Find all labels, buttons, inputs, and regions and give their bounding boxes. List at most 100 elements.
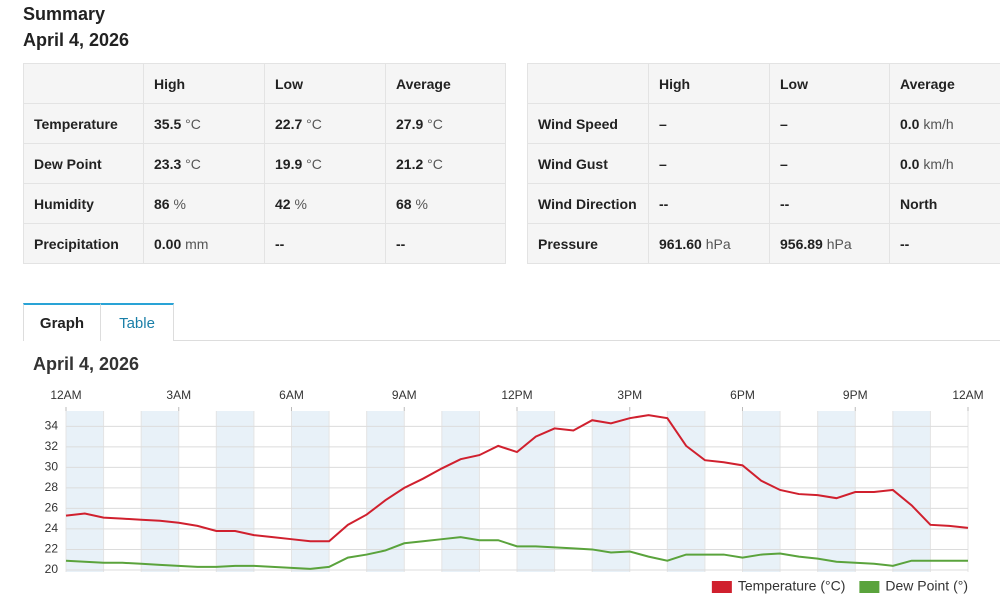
- cell-value: –: [780, 156, 788, 172]
- y-tick-label: 34: [45, 419, 59, 433]
- shade-band: [441, 411, 480, 572]
- cell-value: --: [659, 196, 669, 212]
- table-cell: 23.3 °C: [144, 144, 265, 184]
- column-header: Low: [770, 64, 890, 104]
- cell-value: 21.2: [396, 156, 424, 172]
- cell-value: 0.00: [154, 236, 182, 252]
- tab-rule: [174, 340, 1000, 341]
- cell-value: –: [659, 116, 667, 132]
- row-label: Wind Direction: [528, 184, 649, 224]
- table-cell: –: [649, 144, 770, 184]
- x-tick-label: 9PM: [843, 388, 868, 402]
- cell-value: North: [900, 196, 938, 212]
- cell-value: 86: [154, 196, 170, 212]
- shade-band: [291, 411, 330, 572]
- cell-unit: °C: [427, 156, 443, 172]
- cell-value: 0.0: [900, 116, 920, 132]
- header-cell: [528, 64, 649, 104]
- chart-title: April 4, 2026: [33, 354, 139, 374]
- table-cell: --: [265, 224, 386, 264]
- y-tick-label: 30: [45, 460, 59, 474]
- tab-table[interactable]: Table: [101, 303, 174, 341]
- cell-unit: °C: [185, 116, 201, 132]
- y-tick-label: 26: [45, 501, 59, 515]
- y-tick-label: 24: [45, 521, 59, 535]
- x-tick-label: 3AM: [166, 388, 191, 402]
- y-tick-label: 28: [45, 480, 59, 494]
- column-header: High: [144, 64, 265, 104]
- cell-unit: %: [415, 196, 428, 212]
- table-cell: --: [649, 184, 770, 224]
- table-cell: 22.7 °C: [265, 104, 386, 144]
- cell-value: –: [659, 156, 667, 172]
- cell-unit: %: [294, 196, 307, 212]
- cell-value: 35.5: [154, 116, 182, 132]
- summary-table: High Low Average Temperature 35.5 °C 22.7 °C 2…: [23, 63, 506, 264]
- x-tick-label: 12AM: [952, 388, 983, 402]
- shade-band: [742, 411, 781, 572]
- table-cell: 68 %: [386, 184, 506, 224]
- y-tick-label: 20: [45, 562, 59, 576]
- cell-unit: °C: [306, 156, 322, 172]
- cell-unit: °C: [427, 116, 443, 132]
- cell-unit: km/h: [923, 156, 954, 172]
- cell-value: 956.89: [780, 236, 823, 252]
- cell-unit: %: [173, 196, 186, 212]
- table-cell: 42 %: [265, 184, 386, 224]
- series-line: [65, 536, 968, 570]
- header-cell: [24, 64, 144, 104]
- table-cell: --: [770, 184, 890, 224]
- column-header: High: [649, 64, 770, 104]
- legend-label: Dew Point (°): [885, 578, 968, 594]
- cell-value: --: [275, 236, 285, 252]
- table-cell: 0.0 km/h: [890, 104, 1000, 144]
- table-cell: --: [890, 224, 1000, 264]
- table-cell: 21.2 °C: [386, 144, 506, 184]
- row-label: Precipitation: [24, 224, 144, 264]
- legend-label: Temperature (°C): [738, 578, 846, 594]
- table-cell: 35.5 °C: [144, 104, 265, 144]
- summary-table: High Low Average Wind Speed – –0.0 km/h Wind G…: [527, 63, 1000, 264]
- row-label: Dew Point: [24, 144, 144, 184]
- row-label: Wind Speed: [528, 104, 649, 144]
- x-tick-label: 6AM: [279, 388, 304, 402]
- y-tick-label: 22: [45, 542, 59, 556]
- cell-value: 27.9: [396, 116, 424, 132]
- chart: April 4, 2026 20 22 24 26 28 30 32 34 12AM 3AM 6AM…: [33, 354, 984, 594]
- column-header: Average: [386, 64, 506, 104]
- shade-band: [817, 411, 856, 572]
- tab-graph[interactable]: Graph: [23, 303, 101, 341]
- table-cell: North: [890, 184, 1000, 224]
- legend-swatch: [711, 581, 732, 593]
- table-cell: 27.9 °C: [386, 104, 506, 144]
- table-cell: 19.9 °C: [265, 144, 386, 184]
- table-cell: 961.60 hPa: [649, 224, 770, 264]
- cell-unit: mm: [185, 236, 209, 252]
- table-cell: 956.89 hPa: [770, 224, 890, 264]
- shade-band: [892, 411, 931, 572]
- shade-band: [66, 411, 104, 572]
- cell-unit: hPa: [705, 236, 731, 252]
- shade-band: [592, 411, 630, 572]
- table-cell: –: [770, 144, 890, 184]
- x-tick-label: 12PM: [501, 388, 532, 402]
- table-cell: --: [386, 224, 506, 264]
- cell-value: 19.9: [275, 156, 303, 172]
- cell-unit: hPa: [826, 236, 852, 252]
- cell-value: --: [396, 236, 406, 252]
- table-cell: 86 %: [144, 184, 265, 224]
- table-cell: –: [770, 104, 890, 144]
- x-tick-label: 6PM: [730, 388, 755, 402]
- cell-value: 23.3: [154, 156, 182, 172]
- cell-unit: °C: [185, 156, 201, 172]
- cell-value: 42: [275, 196, 291, 212]
- shade-band: [216, 411, 254, 572]
- cell-unit: °C: [306, 116, 322, 132]
- table-cell: 0.0 km/h: [890, 144, 1000, 184]
- row-label: Pressure: [528, 224, 649, 264]
- table-cell: –: [649, 104, 770, 144]
- cell-unit: km/h: [923, 116, 954, 132]
- column-header: Average: [890, 64, 1000, 104]
- cell-value: --: [900, 236, 910, 252]
